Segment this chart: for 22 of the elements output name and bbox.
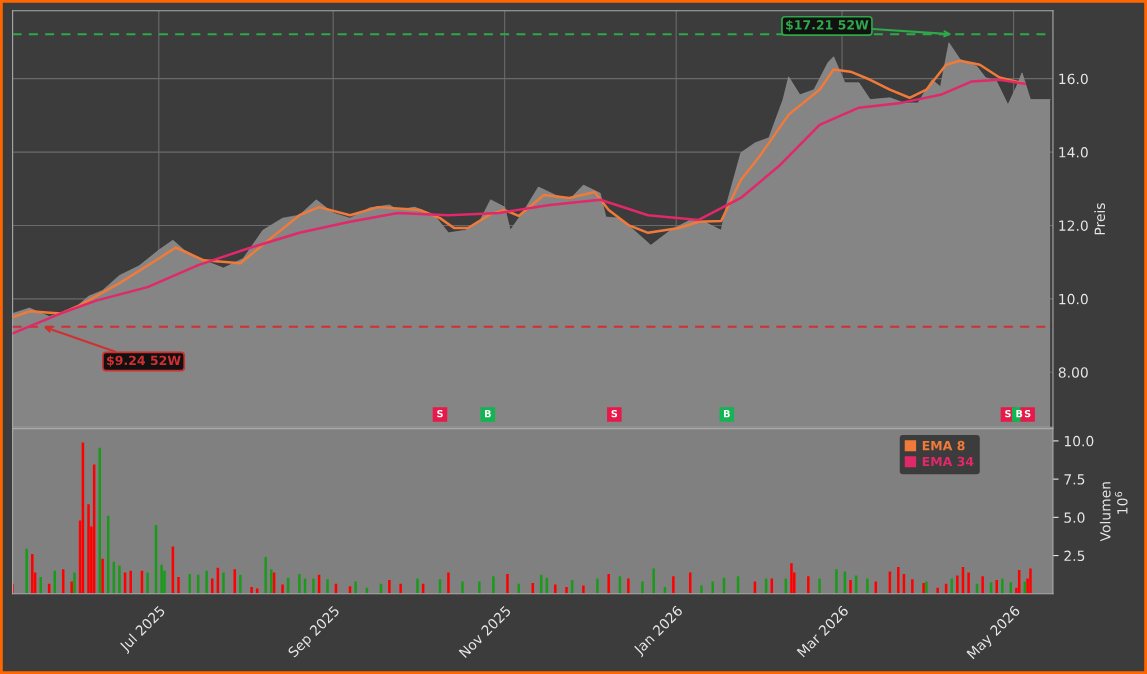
- annotation: $17.21 52W: [786, 19, 869, 32]
- data-label: S: [1005, 409, 1011, 418]
- y-tick-label: 5.0: [1064, 512, 1085, 523]
- legend-label: EMA 34: [922, 456, 974, 467]
- y-tick-label: 12.0: [1059, 220, 1088, 231]
- data-label: B: [484, 410, 491, 418]
- y-tick-label: 14.0: [1059, 147, 1088, 158]
- y-tick-label: 7.5: [1064, 474, 1085, 485]
- text: 10$^{6}$: [1114, 491, 1128, 514]
- annotation: $9.24 52W: [107, 355, 181, 367]
- y-tick-label: 10.0: [1059, 293, 1088, 305]
- data-label: S: [611, 409, 618, 418]
- y-axis-title: Volumen: [1099, 482, 1111, 542]
- y-axis-title: Preis: [1094, 203, 1106, 235]
- y-tick-label: 8.00: [1058, 367, 1088, 378]
- legend-label: EMA 8: [922, 440, 965, 451]
- data-label: S: [437, 409, 443, 418]
- data-label: S: [1024, 409, 1031, 418]
- y-tick-label: 2.5: [1064, 550, 1085, 562]
- y-tick-label: 16.0: [1059, 73, 1088, 85]
- y-tick-label: 10.0: [1064, 435, 1094, 447]
- data-label: B: [723, 410, 730, 418]
